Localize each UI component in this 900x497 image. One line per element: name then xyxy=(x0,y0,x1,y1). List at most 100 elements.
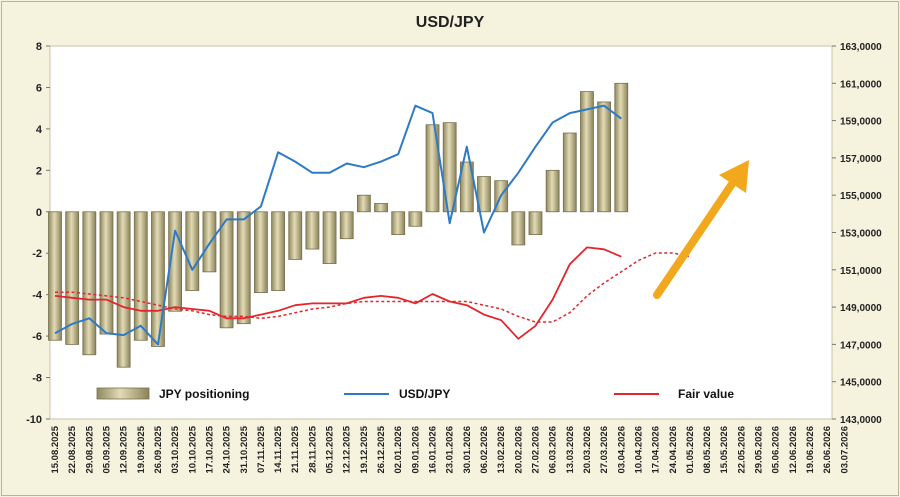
x-tick-label: 20.03.2026 xyxy=(582,426,593,474)
legend-positioning-label: JPY positioning xyxy=(159,387,249,401)
left-axis: 8 6 4 2 0 -2 -4 -6 -8 -10 xyxy=(26,41,50,426)
left-tick-label: 4 xyxy=(36,124,43,136)
left-tick-label: -4 xyxy=(32,290,43,302)
fair-value-projection-line xyxy=(55,252,691,323)
right-tick-label: 159,0000 xyxy=(840,117,882,128)
x-tick-label: 19.06.2026 xyxy=(805,426,816,474)
left-tick-label: -8 xyxy=(32,373,42,385)
positioning-bar xyxy=(442,122,457,213)
positioning-bar xyxy=(339,211,354,240)
positioning-bar xyxy=(477,176,491,213)
left-tick-label: 0 xyxy=(36,207,42,219)
x-tick-label: 05.09.2025 xyxy=(101,425,112,473)
x-tick-label: 09.01.2026 xyxy=(410,426,421,474)
positioning-bar xyxy=(151,211,165,347)
legend-bar-swatch xyxy=(96,387,150,400)
right-tick-label: 151,0000 xyxy=(840,266,882,277)
positioning-bar xyxy=(322,211,337,264)
positioning-bar xyxy=(185,211,200,291)
x-tick-label: 03.10.2025 xyxy=(170,425,181,473)
x-tick-label: 03.04.2026 xyxy=(616,426,627,474)
x-tick-label: 10.04.2026 xyxy=(633,426,644,474)
x-tick-label: 02.01.2026 xyxy=(393,426,404,474)
left-tick-label: -6 xyxy=(32,331,42,343)
x-tick-label: 22.08.2025 xyxy=(67,425,78,473)
x-tick-label: 26.12.2025 xyxy=(376,425,387,473)
x-tick-label: 12.06.2026 xyxy=(788,426,799,474)
legend: JPY positioning USD/JPY Fair value xyxy=(96,387,734,401)
x-tick-label: 13.02.2026 xyxy=(496,426,507,474)
x-tick-label: 31.10.2025 xyxy=(239,425,250,473)
x-tick-label: 06.03.2026 xyxy=(548,426,559,474)
arrow-shaft xyxy=(653,180,736,299)
positioning-bar xyxy=(597,101,612,213)
positioning-bar xyxy=(219,211,234,329)
series-lines xyxy=(54,104,691,346)
x-tick-label: 08.05.2026 xyxy=(702,426,713,474)
x-tick-label: 10.10.2025 xyxy=(187,425,198,473)
x-tick-label: 29.05.2026 xyxy=(754,426,765,474)
positioning-bar xyxy=(305,211,320,250)
positioning-bar xyxy=(236,211,251,325)
x-tick-label: 26.06.2026 xyxy=(822,426,833,474)
legend-usdjpy-label: USD/JPY xyxy=(399,387,450,401)
positioning-bar xyxy=(271,211,285,291)
positioning-bar xyxy=(408,211,423,227)
x-tick-label: 07.11.2025 xyxy=(256,425,267,473)
right-tick-label: 161,0000 xyxy=(840,79,882,90)
x-tick-label: 05.12.2025 xyxy=(325,425,336,473)
positioning-bar xyxy=(580,91,594,213)
fair-value-line xyxy=(54,246,622,340)
x-tick-label: 28.11.2025 xyxy=(307,425,318,473)
x-tick-label: 06.02.2026 xyxy=(479,426,490,474)
x-tick-label: 12.09.2025 xyxy=(119,425,130,473)
x-tick-label: 17.10.2025 xyxy=(204,425,215,473)
legend-fair-label: Fair value xyxy=(678,387,734,401)
positioning-bar xyxy=(374,203,388,213)
x-tick-label: 22.05.2026 xyxy=(736,426,747,474)
positioning-bar xyxy=(614,82,629,213)
positioning-bar xyxy=(545,169,560,213)
plot-area xyxy=(49,45,833,420)
left-tick-label: 8 xyxy=(36,41,42,53)
positioning-bar xyxy=(82,211,97,356)
left-tick-label: -10 xyxy=(26,414,42,426)
x-tick-label: 20.02.2026 xyxy=(513,426,524,474)
left-tick-label: 6 xyxy=(36,82,42,94)
left-tick-label: 2 xyxy=(36,165,42,177)
x-tick-label: 27.03.2026 xyxy=(599,426,610,474)
x-tick-label: 15.05.2026 xyxy=(719,426,730,474)
x-tick-label: 05.06.2026 xyxy=(771,426,782,474)
x-tick-label: 19.09.2025 xyxy=(136,425,147,473)
positioning-bar xyxy=(99,211,114,335)
positioning-bar xyxy=(425,124,440,213)
x-tick-label: 30.01.2026 xyxy=(462,426,473,474)
x-tick-label: 16.01.2026 xyxy=(428,426,439,474)
up-arrow-annotation xyxy=(653,160,749,299)
positioning-bar xyxy=(356,194,371,213)
right-tick-label: 163,0000 xyxy=(840,42,882,53)
right-tick-label: 157,0000 xyxy=(840,154,882,165)
x-tick-label: 01.05.2026 xyxy=(685,426,696,474)
x-tick-label: 27.02.2026 xyxy=(530,426,541,474)
x-tick-label: 24.10.2025 xyxy=(222,425,233,473)
arrow-head xyxy=(719,160,749,193)
positioning-bar xyxy=(202,211,217,273)
positioning-bar xyxy=(562,132,577,213)
right-tick-label: 143,0000 xyxy=(840,415,882,426)
positioning-bar xyxy=(391,211,406,235)
right-tick-label: 147,0000 xyxy=(840,340,882,351)
x-tick-label: 24.04.2026 xyxy=(668,426,679,474)
x-tick-label: 17.04.2026 xyxy=(651,426,662,474)
x-tick-label: 29.08.2025 xyxy=(84,425,95,473)
x-tick-label: 13.03.2026 xyxy=(565,426,576,474)
right-tick-label: 149,0000 xyxy=(840,303,882,314)
usdjpy-line xyxy=(54,104,622,346)
right-tick-label: 145,0000 xyxy=(840,378,882,389)
positioning-bar xyxy=(254,211,268,293)
positioning-bar xyxy=(116,211,131,368)
positioning-bar xyxy=(133,211,148,341)
positioning-bar xyxy=(459,161,474,213)
x-tick-label: 21.11.2025 xyxy=(290,425,301,473)
